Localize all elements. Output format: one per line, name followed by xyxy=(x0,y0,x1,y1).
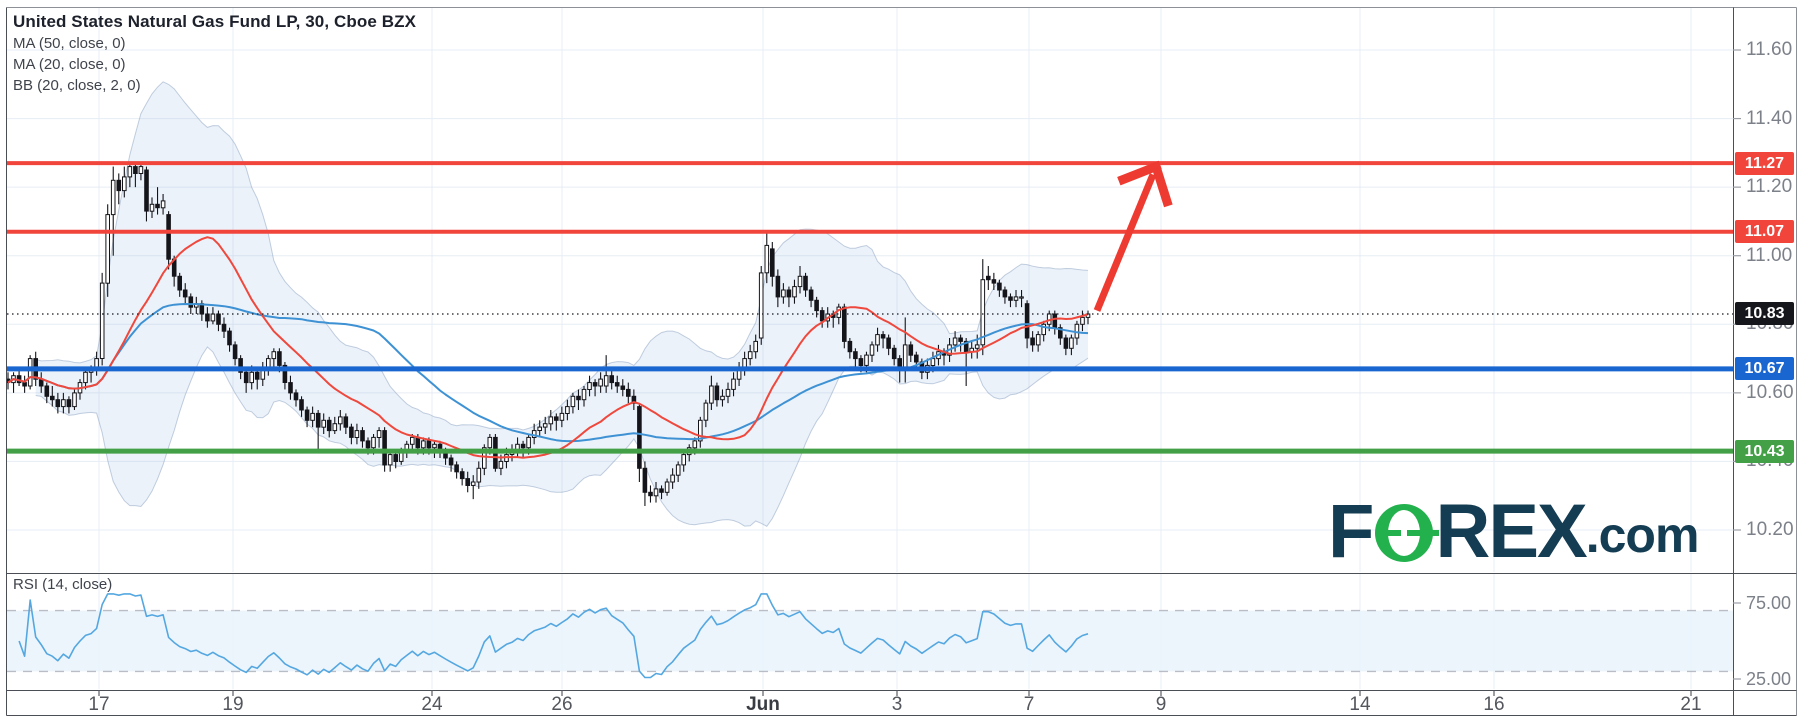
rsi-tick-label: 75.00 xyxy=(1746,593,1792,613)
price-level-badge: 10.67 xyxy=(1735,357,1794,381)
time-tick-label: 14 xyxy=(1349,694,1371,715)
rsi-tick-label: 25.00 xyxy=(1746,669,1792,689)
price-tick-label: 11.60 xyxy=(1746,39,1793,60)
time-tick-label: 24 xyxy=(421,694,443,715)
last-price-badge: 10.83 xyxy=(1735,302,1794,326)
logo-o-icon xyxy=(1375,504,1440,562)
time-tick-label: 21 xyxy=(1680,694,1702,715)
time-tick-label: 17 xyxy=(88,694,110,715)
chart-header: United States Natural Gas Fund LP, 30, C… xyxy=(13,12,416,95)
price-level-badge: 11.07 xyxy=(1735,220,1794,244)
logo-text-f: F xyxy=(1328,489,1374,574)
price-tick-label: 11.00 xyxy=(1746,244,1793,266)
indicator-label-ma20[interactable]: MA (20, close, 0) xyxy=(13,56,126,73)
time-tick-label: 26 xyxy=(551,694,573,715)
indicator-label-rsi[interactable]: RSI (14, close) xyxy=(13,576,113,593)
symbol-title: United States Natural Gas Fund LP, 30, C… xyxy=(13,12,417,31)
logo-text-com: .com xyxy=(1585,507,1700,563)
price-tick-label: 10.20 xyxy=(1746,518,1794,540)
time-tick-label: 3 xyxy=(891,694,903,715)
time-tick-label: Jun xyxy=(746,694,780,715)
logo-text-rex: REX xyxy=(1435,489,1587,574)
price-level-badge: 10.43 xyxy=(1735,439,1794,463)
price-tick-label: 11.40 xyxy=(1746,107,1793,129)
price-tick-label: 10.60 xyxy=(1746,381,1794,403)
forex-com-logo: F REX .com xyxy=(1328,489,1700,574)
time-tick-label: 16 xyxy=(1483,694,1505,715)
time-tick-label: 7 xyxy=(1023,694,1035,715)
time-tick-label: 19 xyxy=(222,694,244,715)
price-level-badge: 11.27 xyxy=(1735,151,1794,175)
time-tick-label: 9 xyxy=(1155,694,1167,715)
indicator-label-ma50[interactable]: MA (50, close, 0) xyxy=(13,35,126,52)
price-tick-label: 11.20 xyxy=(1746,176,1793,198)
indicator-label-bb[interactable]: BB (20, close, 2, 0) xyxy=(13,77,141,94)
